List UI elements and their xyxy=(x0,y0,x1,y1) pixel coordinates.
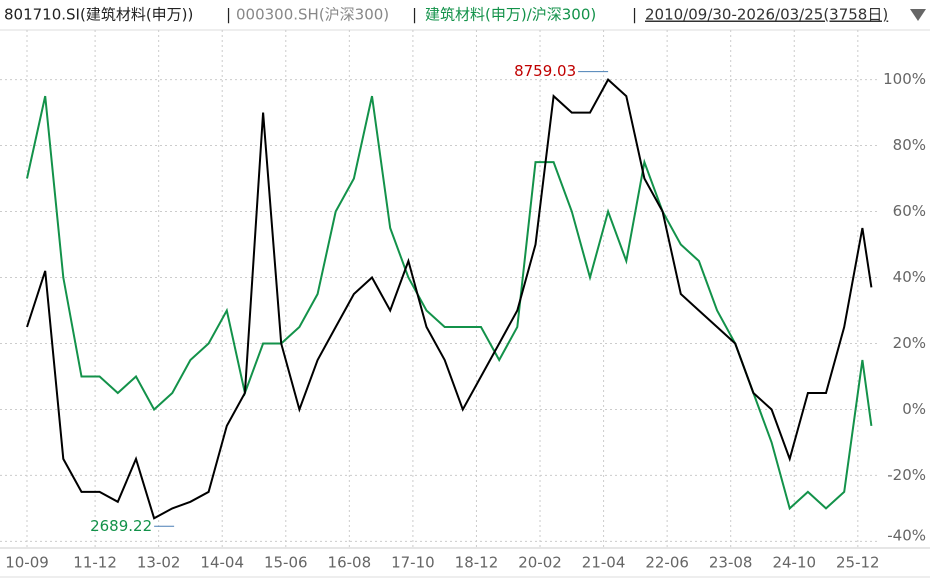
x-tick-label: 20-02 xyxy=(518,554,562,572)
y-tick-label: 60% xyxy=(893,202,926,220)
x-tick-label: 16-08 xyxy=(328,554,372,572)
ratio-title[interactable]: 建筑材料(申万)/沪深300) xyxy=(425,6,596,24)
separator: | xyxy=(632,6,637,24)
min-label: 2689.22 xyxy=(90,517,152,535)
x-tick-label: 24-10 xyxy=(772,554,816,572)
x-tick-label: 18-12 xyxy=(455,554,499,572)
max-label: 8759.03 xyxy=(514,62,576,80)
x-tick-label: 10-09 xyxy=(5,554,49,572)
x-tick-label: 14-04 xyxy=(200,554,244,572)
x-tick-label: 21-04 xyxy=(582,554,626,572)
y-tick-label: 100% xyxy=(883,70,926,88)
separator: | xyxy=(226,6,231,24)
benchmark-title[interactable]: 000300.SH(沪深300) xyxy=(236,6,389,24)
y-tick-label: -40% xyxy=(887,527,926,545)
series-line xyxy=(26,78,873,520)
symbol-title: 801710.SI(建筑材料(申万)) xyxy=(4,6,193,24)
separator: | xyxy=(412,6,417,24)
x-tick-label: 25-12 xyxy=(836,554,880,572)
date-range[interactable]: 2010/09/30-2026/03/25(3758日) xyxy=(645,6,888,24)
y-tick-label: -20% xyxy=(887,466,926,484)
y-tick-label: 80% xyxy=(893,136,926,154)
y-tick-label: 20% xyxy=(893,334,926,352)
y-tick-label: 40% xyxy=(893,268,926,286)
x-tick-label: 13-02 xyxy=(137,554,181,572)
x-tick-label: 15-06 xyxy=(264,554,308,572)
dropdown-icon[interactable] xyxy=(910,9,926,21)
y-tick-label: 0% xyxy=(902,400,926,418)
x-tick-label: 23-08 xyxy=(709,554,753,572)
x-tick-label: 17-10 xyxy=(391,554,435,572)
x-tick-label: 11-12 xyxy=(73,554,117,572)
x-tick-label: 22-06 xyxy=(645,554,689,572)
